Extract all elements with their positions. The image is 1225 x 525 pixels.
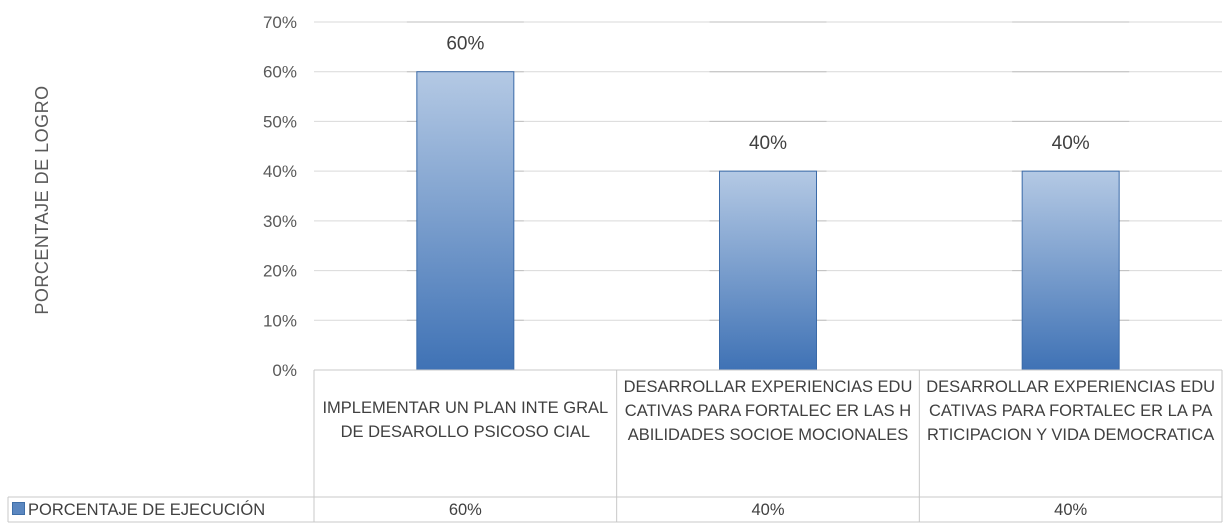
bars bbox=[416, 71, 1120, 371]
y-tick-label: 20% bbox=[263, 262, 297, 281]
data-label: 60% bbox=[446, 34, 484, 55]
bar bbox=[416, 71, 515, 371]
y-tick-label: 50% bbox=[263, 112, 297, 131]
category-label: IMPLEMENTAR UN PLAN INTE GRALDE DESAROLL… bbox=[322, 399, 609, 441]
table-value-cell: 60% bbox=[448, 501, 482, 519]
legend-swatch bbox=[12, 502, 25, 515]
data-labels: 60% 40% 40% bbox=[446, 34, 1089, 154]
data-label: 40% bbox=[1052, 133, 1090, 154]
y-tick-label: 70% bbox=[263, 13, 297, 32]
table-value-cell: 40% bbox=[1054, 501, 1088, 519]
legend-entry: PORCENTAJE DE EJECUCIÓN bbox=[12, 498, 265, 522]
y-tick-label: 30% bbox=[263, 212, 297, 231]
y-axis-ticks: 0% 10% 20% 30% 40% 50% 60% 70% bbox=[263, 13, 297, 380]
bar bbox=[719, 170, 817, 371]
y-tick-label: 10% bbox=[263, 311, 297, 330]
y-tick-label: 0% bbox=[272, 361, 297, 380]
y-tick-label: 60% bbox=[263, 63, 297, 82]
category-label: DESARROLLAR EXPERIENCIAS EDUCATIVAS PARA… bbox=[926, 378, 1216, 444]
data-table-lines bbox=[7, 369, 1223, 523]
table-value-cell: 40% bbox=[751, 501, 785, 519]
category-label: DESARROLLAR EXPERIENCIAS EDUCATIVAS PARA… bbox=[623, 378, 913, 444]
legend-label: PORCENTAJE DE EJECUCIÓN bbox=[28, 501, 266, 519]
y-axis-label: PORCENTAJE DE LOGRO bbox=[32, 85, 52, 314]
y-tick-label: 40% bbox=[263, 162, 297, 181]
data-label: 40% bbox=[749, 133, 787, 154]
bar bbox=[1021, 170, 1120, 371]
